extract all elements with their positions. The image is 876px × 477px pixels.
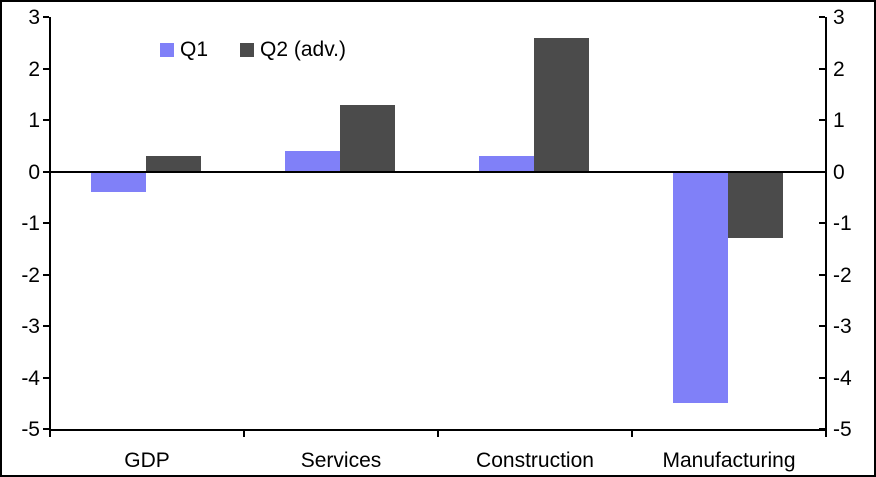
bar-q1-construction	[479, 156, 534, 172]
y-tick-left	[43, 376, 49, 379]
bar-q1-manufacturing	[673, 171, 728, 404]
x-category-label-construction: Construction	[476, 449, 594, 472]
y-tick-left	[43, 325, 49, 327]
bar-q2-manufacturing	[728, 171, 783, 239]
y-tick-right	[819, 376, 825, 379]
y-tick-left	[43, 170, 49, 173]
y-tick-left	[43, 273, 49, 276]
y-tick-label-right: -3	[833, 315, 852, 338]
y-axis-right-line	[825, 17, 827, 431]
legend-item-q2: Q2 (adv.)	[240, 38, 346, 62]
zero-line	[49, 170, 827, 173]
y-tick-right	[819, 325, 825, 327]
y-tick-label-right: 0	[833, 160, 845, 184]
y-tick-label-right: -1	[833, 212, 852, 235]
legend: Q1 Q2 (adv.)	[160, 38, 346, 62]
y-axis-left-line	[49, 17, 51, 431]
x-category-label-services: Services	[300, 449, 382, 472]
bar-q1-services	[285, 150, 340, 172]
y-tick-label-left: 3	[28, 6, 40, 29]
y-tick-label-right: -2	[833, 263, 852, 287]
y-tick-left	[43, 222, 49, 224]
y-tick-label-right: 1	[833, 109, 845, 132]
y-tick-label-left: 1	[28, 109, 40, 132]
x-tick	[631, 429, 633, 437]
bar-q2-construction	[534, 37, 589, 172]
y-tick-label-left: -3	[21, 315, 40, 338]
y-tick-left	[43, 119, 49, 121]
x-tick	[243, 429, 245, 437]
y-tick-right	[819, 222, 825, 224]
y-tick-right	[819, 428, 825, 430]
legend-label: Q2 (adv.)	[260, 38, 346, 61]
x-category-label-gdp: GDP	[124, 449, 170, 472]
bar-q2-services	[340, 104, 395, 172]
y-tick-label-right: -4	[833, 366, 852, 390]
y-tick-right	[819, 67, 825, 70]
x-tick	[437, 429, 439, 437]
y-tick-right	[819, 119, 825, 121]
y-tick-label-left: -2	[21, 263, 40, 287]
y-tick-right	[819, 273, 825, 276]
y-tick-label-right: 3	[833, 6, 845, 29]
legend-label: Q1	[180, 38, 209, 61]
y-tick-left	[43, 428, 49, 430]
legend-marker-icon	[160, 43, 174, 57]
bar-q2-gdp	[146, 156, 201, 172]
x-tick	[49, 429, 51, 437]
y-tick-label-right: 2	[833, 57, 845, 81]
y-tick-left	[43, 16, 49, 18]
y-tick-label-left: -1	[21, 212, 40, 235]
y-tick-label-left: 0	[28, 160, 40, 184]
y-tick-label-left: 2	[28, 57, 40, 81]
y-tick-label-right: -5	[833, 418, 852, 441]
x-tick	[825, 429, 827, 437]
y-tick-left	[43, 67, 49, 70]
y-tick-label-left: -4	[21, 366, 40, 390]
x-category-label-manufacturing: Manufacturing	[662, 449, 796, 472]
y-tick-label-left: -5	[21, 418, 40, 441]
y-tick-right	[819, 16, 825, 18]
legend-item-q1: Q1	[160, 38, 208, 62]
bar-q1-gdp	[91, 171, 146, 193]
legend-marker-icon	[240, 43, 255, 57]
